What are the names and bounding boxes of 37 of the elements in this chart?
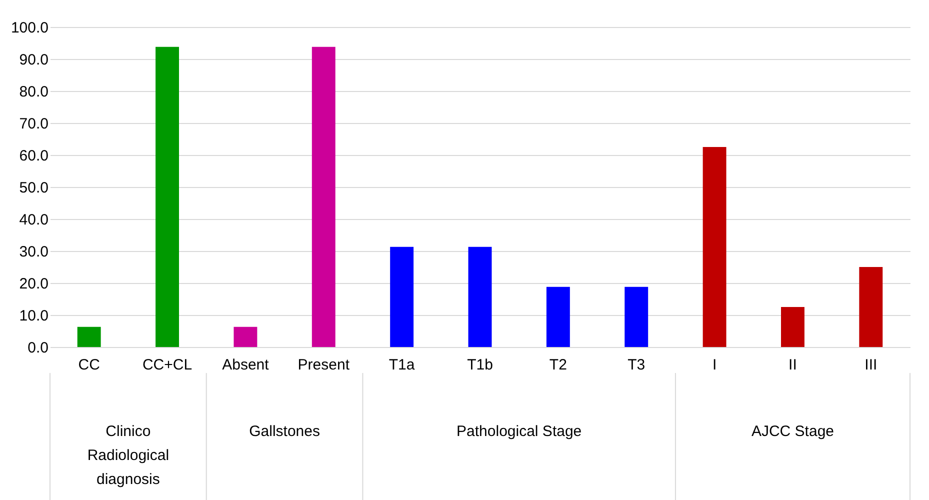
- x-tick-label: I: [712, 356, 717, 374]
- bar: [234, 326, 258, 347]
- y-tick-label: 100.0: [10, 20, 48, 36]
- bar: [156, 46, 179, 347]
- y-tick-label: 40.0: [19, 212, 48, 228]
- y-tick-label: 50.0: [19, 180, 48, 196]
- y-tick-label: 60.0: [19, 148, 48, 164]
- bar: [546, 286, 570, 347]
- text: Pathological Stage: [456, 423, 582, 440]
- bar: [624, 286, 648, 347]
- x-tick-label: Absent: [222, 356, 270, 374]
- x-tick-label: T2: [549, 356, 567, 374]
- bar: [468, 246, 492, 347]
- bar: [390, 246, 414, 347]
- x-tick-label: CC: [78, 356, 100, 374]
- x-tick-label: Present: [298, 356, 350, 374]
- y-tick-label: 0.0: [28, 340, 48, 356]
- y-tick-label: 30.0: [19, 244, 48, 260]
- text: Gallstones: [249, 423, 320, 440]
- x-tick-label: CC+CL: [142, 356, 192, 374]
- y-tick-label: 70.0: [19, 116, 48, 132]
- bar: [77, 326, 101, 347]
- x-tick-label: III: [864, 356, 878, 374]
- text: AJCC Stage: [751, 423, 834, 440]
- y-tick-label: 90.0: [19, 52, 48, 68]
- x-tick-label: T1a: [388, 356, 416, 374]
- x-tick-label: II: [788, 356, 797, 374]
- y-tick-label: 20.0: [19, 276, 48, 292]
- y-tick-label: 80.0: [19, 84, 48, 100]
- x-tick-label: T1b: [467, 356, 493, 374]
- bar: [781, 307, 804, 347]
- text: Clinico Radiological diagnosis: [87, 423, 170, 488]
- bar: [859, 267, 883, 347]
- x-tick-label: T3: [628, 356, 646, 374]
- y-tick-label: 10.0: [19, 308, 48, 324]
- bar: [312, 46, 336, 347]
- bar: [702, 147, 726, 347]
